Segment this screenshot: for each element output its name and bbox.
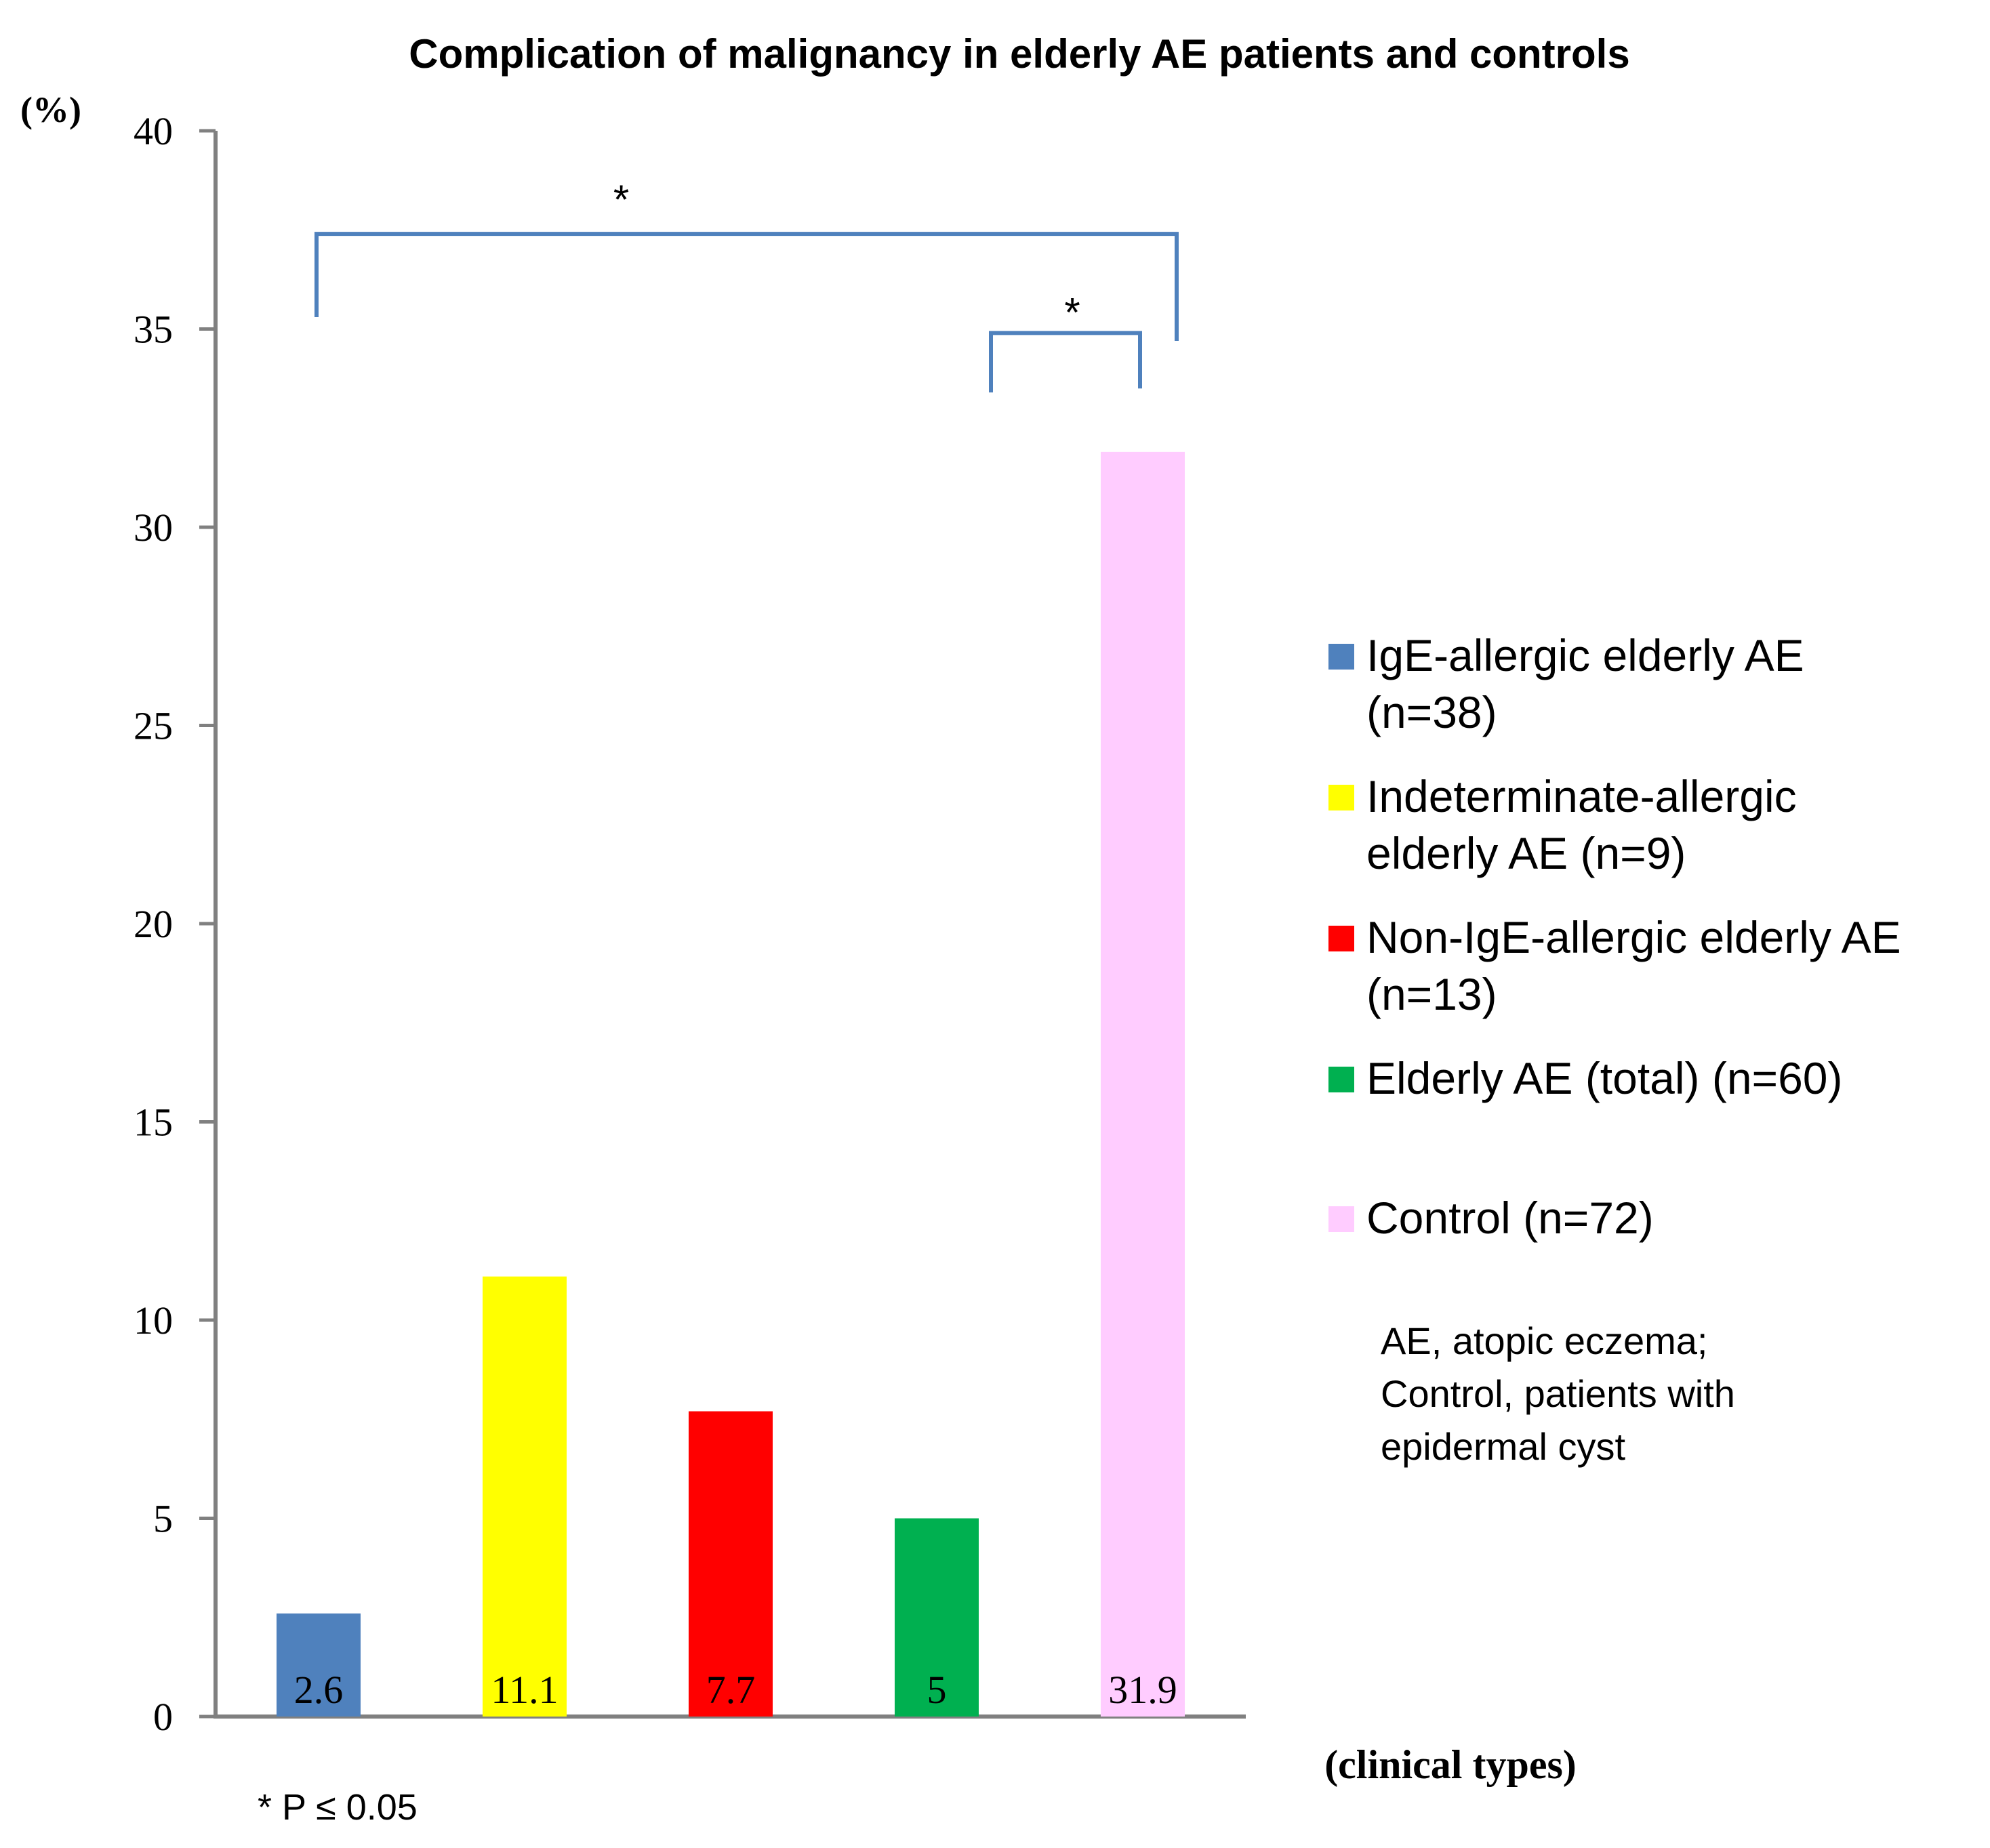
y-tick-label: 0 — [153, 1695, 173, 1739]
note-line: epidermal cyst — [1381, 1425, 1625, 1468]
legend-label: IgE-allergic elderly AE — [1366, 630, 1804, 680]
bar — [895, 1518, 979, 1717]
y-tick-label: 10 — [134, 1298, 173, 1342]
y-tick-label: 30 — [134, 506, 173, 550]
bar — [689, 1411, 773, 1717]
note-line: AE, atopic eczema; — [1381, 1319, 1707, 1362]
legend-entry: Non-IgE-allergic elderly AE (n=13) — [1328, 912, 1901, 1019]
y-tick-label: 20 — [134, 902, 173, 946]
y-tick-label: 35 — [134, 308, 173, 352]
significance-bracket — [314, 232, 1179, 342]
bar — [277, 1613, 361, 1717]
bar-value-label: 31.9 — [1108, 1668, 1177, 1712]
bar-value-label: 5 — [927, 1668, 947, 1712]
legend-label: (n=13) — [1366, 969, 1497, 1019]
legend-label: Control (n=72) — [1366, 1193, 1654, 1243]
significance-bracket — [989, 331, 1142, 393]
y-tick-label: 40 — [134, 109, 173, 153]
legend-label: Indeterminate-allergic — [1366, 771, 1797, 821]
bar-value-label: 7.7 — [706, 1668, 756, 1712]
legend-swatch — [1328, 1206, 1354, 1232]
value-labels: 2.6 11.1 7.7 5 31.9 — [294, 1668, 1177, 1712]
legend-entry: Indeterminate-allergic elderly AE (n=9) — [1328, 771, 1797, 878]
legend-label: elderly AE (n=9) — [1366, 828, 1686, 878]
y-axis-label: (%) — [20, 89, 81, 130]
legend-label: (n=38) — [1366, 687, 1497, 737]
abbreviation-note: AE, atopic eczema; Control, patients wit… — [1381, 1319, 1735, 1468]
bar-value-label: 2.6 — [294, 1668, 344, 1712]
chart-title: Complication of malignancy in elderly AE… — [409, 31, 1629, 77]
y-tick-label: 25 — [134, 704, 173, 748]
legend-swatch — [1328, 644, 1354, 670]
significance-brackets: ** — [314, 177, 1179, 393]
legend-entry: Elderly AE (total) (n=60) — [1328, 1053, 1842, 1103]
bar-value-label: 11.1 — [491, 1668, 558, 1712]
legend: IgE-allergic elderly AE (n=38) Indetermina… — [1328, 630, 1901, 1243]
legend-label: Non-IgE-allergic elderly AE — [1366, 912, 1901, 962]
note-line: Control, patients with — [1381, 1372, 1735, 1415]
legend-entry: IgE-allergic elderly AE (n=38) — [1328, 630, 1804, 737]
significance-marker: * — [613, 177, 629, 222]
significance-marker: * — [1064, 289, 1080, 335]
legend-entry: Control (n=72) — [1328, 1193, 1654, 1243]
bar — [483, 1276, 567, 1717]
y-tick-label: 5 — [153, 1497, 173, 1541]
y-tick-labels: 0 5 10 15 20 25 30 35 40 — [134, 109, 173, 1739]
y-tick-label: 15 — [134, 1101, 173, 1145]
bar — [1101, 451, 1185, 1717]
legend-swatch — [1328, 785, 1354, 810]
bars — [277, 451, 1185, 1717]
legend-swatch — [1328, 926, 1354, 951]
significance-footnote: * P ≤ 0.05 — [258, 1787, 418, 1828]
x-axis-label: (clinical types) — [1324, 1742, 1577, 1787]
legend-label: Elderly AE (total) (n=60) — [1366, 1053, 1842, 1103]
legend-swatch — [1328, 1067, 1354, 1092]
